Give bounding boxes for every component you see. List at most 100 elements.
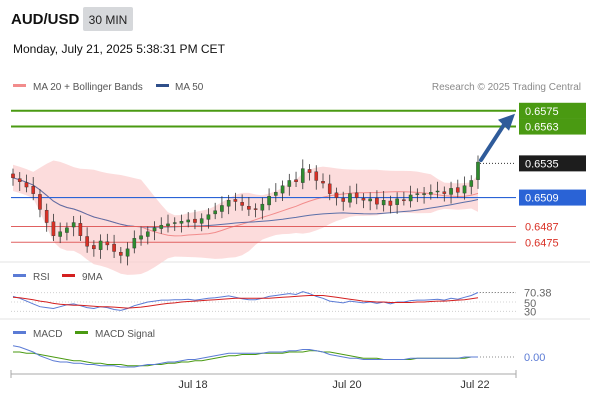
credit-label: Research © 2025 Trading Central: [432, 82, 581, 93]
bull-candle: [469, 180, 474, 187]
bull-candle: [199, 218, 204, 224]
x-axis-ticks: Jul 18 Jul 20 Jul 22: [178, 379, 489, 391]
bollinger-bands: [12, 160, 479, 275]
pivot-level-badge: [519, 189, 586, 206]
bull-candle: [179, 221, 184, 224]
bear-candle: [233, 199, 238, 202]
bull-candle: [159, 224, 164, 229]
bear-candle: [455, 187, 460, 193]
macd-tick-label: 0.00: [524, 352, 545, 364]
bull-candle: [186, 219, 191, 223]
support-level-label: 0.6475: [525, 237, 559, 249]
bull-candle: [98, 240, 103, 250]
bear-candle: [240, 202, 244, 206]
resistance-level-badge: [519, 102, 586, 119]
x-tick-label: Jul 18: [178, 379, 207, 391]
price-badges: 0.6575 0.6563 0.6535 0.6509 0.6487 0.6475: [519, 102, 586, 249]
bull-candle: [415, 193, 420, 195]
rsi-ma-line: [12, 295, 479, 309]
bull-candle: [381, 199, 386, 206]
bull-candle: [422, 193, 426, 195]
bear-candle: [85, 236, 89, 247]
bull-candle: [166, 223, 170, 227]
macd-legend-label: MACD: [33, 329, 62, 340]
bear-candle: [361, 198, 366, 201]
bear-candle: [247, 206, 251, 210]
macd-line: [12, 345, 478, 368]
bear-candle: [24, 182, 29, 188]
bear-candle: [253, 208, 258, 210]
signal-legend-swatch: [75, 331, 88, 334]
bear-candle: [375, 197, 379, 205]
signal-legend-label: MACD Signal: [95, 329, 155, 340]
bull-candle: [260, 203, 265, 211]
macd-legend-swatch: [13, 331, 26, 334]
last-price-value: 0.6535: [525, 158, 559, 170]
bull-candle: [300, 168, 305, 183]
bear-candle: [38, 194, 42, 210]
timeframe-label: 30 MIN: [89, 13, 128, 27]
bollinger-legend-swatch: [13, 84, 26, 87]
bear-candle: [321, 181, 325, 184]
rsi-tick-label: 50: [524, 298, 536, 310]
price-levels: [11, 109, 516, 243]
bear-candle: [78, 223, 83, 236]
bear-candle: [17, 178, 22, 182]
bear-candle: [334, 192, 339, 198]
bull-candle: [429, 192, 433, 195]
timeframe-badge[interactable]: [83, 7, 133, 31]
bear-candle: [44, 209, 49, 223]
bull-candle: [206, 214, 211, 220]
bull-candle: [280, 185, 285, 194]
forecast-arrow-head: [498, 113, 515, 131]
bear-candle: [119, 252, 123, 256]
forecast-arrow: [479, 113, 515, 163]
ma50-line: [12, 177, 479, 228]
bollinger-legend-label: MA 20 + Bollinger Bands: [33, 82, 143, 93]
bear-candle: [92, 245, 96, 250]
rsi-tick-label: 30: [524, 306, 536, 318]
x-tick-label: Jul 22: [460, 379, 489, 391]
bull-candle: [226, 199, 231, 207]
bear-candle: [112, 243, 116, 252]
bull-candle: [139, 235, 143, 240]
rsi-tick-label: 70.38: [524, 287, 552, 299]
bear-candle: [341, 198, 346, 202]
bull-candle: [125, 248, 130, 257]
bull-candle: [58, 231, 62, 237]
bear-candle: [442, 191, 447, 194]
bull-candle: [287, 180, 292, 187]
bear-candle: [193, 218, 197, 223]
rsi-legend-label: RSI: [33, 272, 50, 283]
datetime-label: Monday, July 21, 2025 5:38:31 PM CET: [13, 42, 226, 56]
bear-candle: [105, 241, 110, 246]
resistance-level-value: 0.6575: [525, 106, 559, 118]
bear-candle: [327, 183, 332, 194]
bollinger-band-area: [13, 160, 478, 275]
bull-candle: [462, 185, 467, 194]
bear-candle: [31, 186, 36, 194]
bull-candle: [408, 194, 413, 202]
forecast-arrow-shaft: [479, 122, 506, 163]
rsi-ma-legend-swatch: [62, 274, 75, 277]
ma50-legend-swatch: [156, 84, 169, 87]
candles: [11, 155, 480, 266]
bull-candle: [476, 161, 480, 180]
bear-candle: [307, 169, 312, 173]
rsi-legend-swatch: [13, 274, 26, 277]
bull-candle: [395, 198, 399, 205]
rsi-ma-legend-label: 9MA: [82, 272, 103, 283]
bull-candle: [213, 210, 217, 215]
bull-candle: [152, 227, 157, 232]
bear-candle: [388, 200, 393, 206]
support-level-label: 0.6487: [525, 221, 559, 233]
rsi-line: [12, 291, 479, 311]
bull-candle: [449, 188, 453, 195]
bull-candle: [435, 190, 440, 193]
bull-candle: [65, 227, 69, 233]
bull-candle: [368, 198, 372, 202]
symbol-title: AUD/USD: [11, 11, 80, 28]
x-tick-label: Jul 20: [332, 379, 361, 391]
bear-candle: [354, 192, 359, 198]
